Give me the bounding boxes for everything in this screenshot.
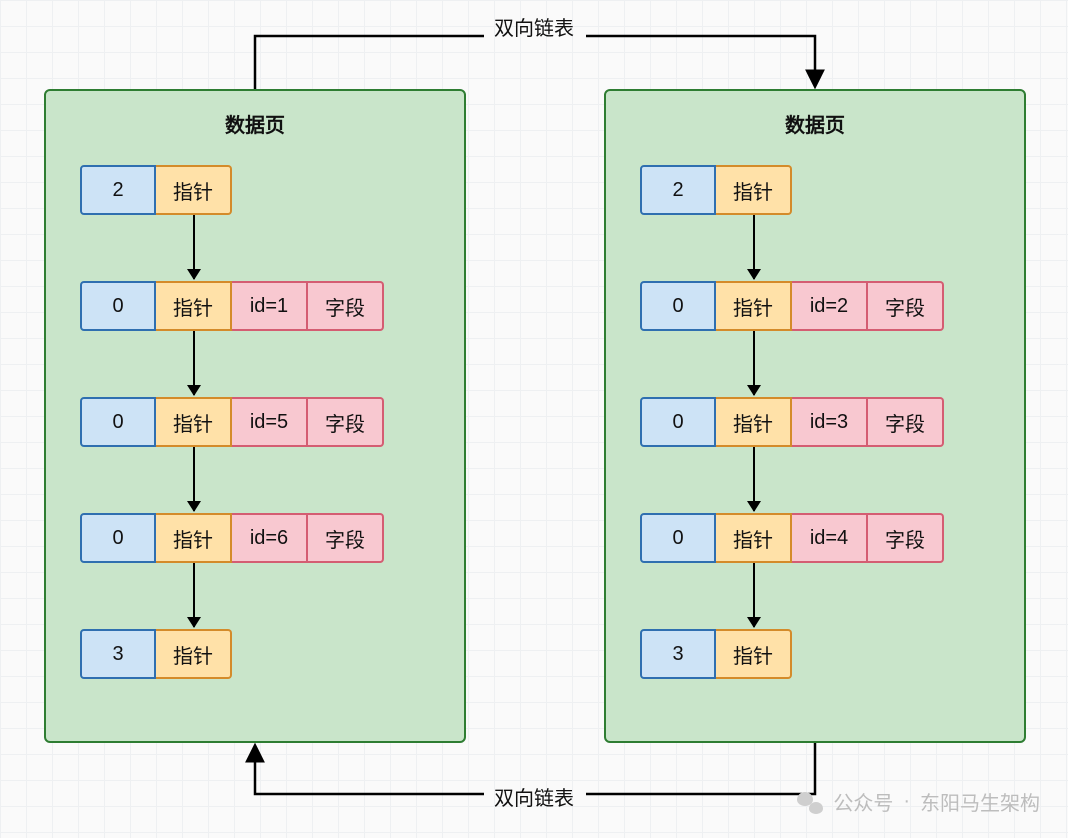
page-title: 数据页 (46, 109, 464, 138)
cell-num: 0 (80, 397, 156, 447)
pointer-arrow (193, 215, 196, 279)
cell-fld: 字段 (308, 397, 384, 447)
cell-ptr: 指针 (716, 281, 792, 331)
cell-fld: 字段 (868, 397, 944, 447)
record-row: 2指针 (640, 165, 792, 215)
cell-id: id=4 (792, 513, 868, 563)
cell-num: 0 (640, 281, 716, 331)
data-page: 数据页2指针0指针id=1字段0指针id=5字段0指针id=6字段3指针 (44, 89, 466, 743)
pointer-arrow (193, 447, 196, 511)
watermark-left: 公众号 (833, 787, 893, 816)
record-row: 0指针id=4字段 (640, 513, 944, 563)
record-row: 0指针id=1字段 (80, 281, 384, 331)
cell-num: 0 (640, 513, 716, 563)
cell-ptr: 指针 (156, 165, 232, 215)
record-row: 0指针id=2字段 (640, 281, 944, 331)
cell-ptr: 指针 (716, 165, 792, 215)
cell-num: 3 (640, 629, 716, 679)
cell-ptr: 指针 (156, 281, 232, 331)
cell-num: 2 (640, 165, 716, 215)
wechat-icon (797, 790, 823, 814)
cell-fld: 字段 (308, 513, 384, 563)
record-row: 0指针id=6字段 (80, 513, 384, 563)
cell-id: id=3 (792, 397, 868, 447)
cell-ptr: 指针 (156, 629, 232, 679)
pointer-arrow (753, 215, 756, 279)
cell-ptr: 指针 (716, 513, 792, 563)
record-row: 0指针id=5字段 (80, 397, 384, 447)
link-label-top: 双向链表 (494, 12, 574, 41)
cell-fld: 字段 (308, 281, 384, 331)
cell-id: id=1 (232, 281, 308, 331)
pointer-arrow (753, 447, 756, 511)
cell-num: 0 (640, 397, 716, 447)
cell-fld: 字段 (868, 513, 944, 563)
cell-ptr: 指针 (716, 629, 792, 679)
cell-ptr: 指针 (156, 397, 232, 447)
record-row: 3指针 (80, 629, 232, 679)
pointer-arrow (193, 563, 196, 627)
cell-id: id=5 (232, 397, 308, 447)
data-page: 数据页2指针0指针id=2字段0指针id=3字段0指针id=4字段3指针 (604, 89, 1026, 743)
record-row: 3指针 (640, 629, 792, 679)
cell-num: 0 (80, 513, 156, 563)
cell-ptr: 指针 (156, 513, 232, 563)
cell-id: id=6 (232, 513, 308, 563)
cell-num: 0 (80, 281, 156, 331)
watermark-right: 东阳马生架构 (920, 787, 1040, 816)
cell-num: 3 (80, 629, 156, 679)
cell-num: 2 (80, 165, 156, 215)
record-row: 0指针id=3字段 (640, 397, 944, 447)
cell-fld: 字段 (868, 281, 944, 331)
cell-ptr: 指针 (716, 397, 792, 447)
watermark: 公众号 · 东阳马生架构 (797, 787, 1040, 816)
link-label-bottom: 双向链表 (494, 782, 574, 811)
watermark-dot: · (903, 790, 910, 813)
pointer-arrow (753, 331, 756, 395)
record-row: 2指针 (80, 165, 232, 215)
page-title: 数据页 (606, 109, 1024, 138)
pointer-arrow (753, 563, 756, 627)
cell-id: id=2 (792, 281, 868, 331)
pointer-arrow (193, 331, 196, 395)
